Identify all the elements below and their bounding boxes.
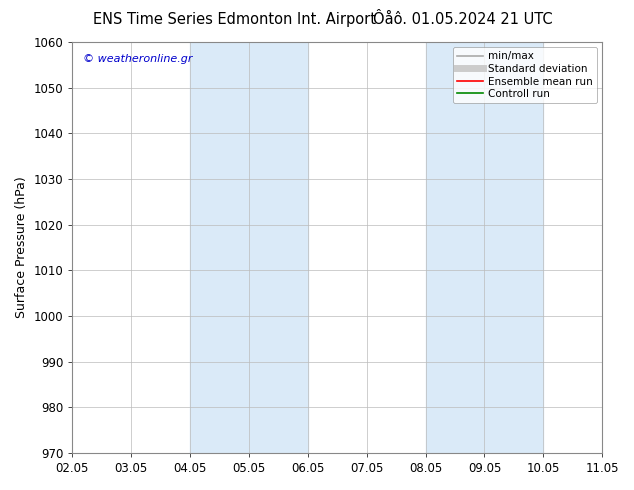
Legend: min/max, Standard deviation, Ensemble mean run, Controll run: min/max, Standard deviation, Ensemble me… [453,47,597,103]
Bar [425,42,543,453]
Text: © weatheronline.gr: © weatheronline.gr [83,54,193,64]
Text: Ôåô. 01.05.2024 21 UTC: Ôåô. 01.05.2024 21 UTC [373,12,553,27]
Bar [190,42,308,453]
Text: ENS Time Series Edmonton Int. Airport: ENS Time Series Edmonton Int. Airport [93,12,376,27]
Y-axis label: Surface Pressure (hPa): Surface Pressure (hPa) [15,176,28,318]
